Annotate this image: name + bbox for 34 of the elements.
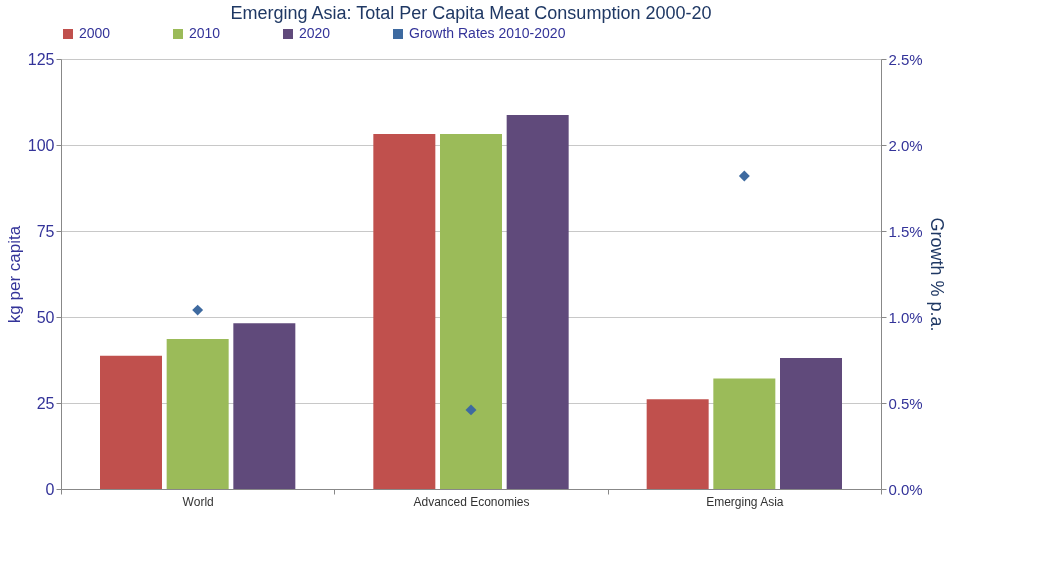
legend-label: 2020 (299, 25, 331, 41)
x-tick-label: World (182, 494, 214, 509)
x-tick-label: Advanced Economies (413, 494, 530, 509)
y-axis-title: kg per capita (4, 225, 24, 324)
y-tick-label: 50 (36, 308, 55, 326)
y2-tick-label: 2.5% (888, 50, 923, 68)
bar (100, 355, 162, 489)
y2-tick-label: 2.0% (888, 136, 923, 154)
point (465, 404, 477, 416)
y-tick-label: 75 (36, 222, 55, 240)
y2-tick-label: 1.0% (888, 308, 923, 326)
bar (233, 323, 296, 489)
bar (780, 357, 842, 489)
bar (646, 399, 709, 489)
y2-axis-title: Growth % p.a. (926, 217, 947, 332)
y2-tick-label: 0.5% (888, 394, 923, 412)
legend-label: Growth Rates 2010-2020 (409, 25, 566, 41)
bar (713, 378, 776, 489)
legend-label: 2010 (189, 25, 221, 41)
bar (166, 339, 229, 489)
bar (440, 133, 502, 489)
chart-title: Emerging Asia: Total Per Capita Meat Consumption 2000-20 (230, 3, 712, 23)
x-tick-label: Emerging Asia (706, 494, 784, 509)
point (192, 304, 204, 316)
y2-tick-label: 0.0% (888, 480, 923, 498)
bar (506, 115, 569, 489)
legend-label: 2000 (79, 25, 111, 41)
y-tick-label: 100 (27, 136, 55, 154)
bar (373, 133, 436, 489)
y-tick-label: 125 (27, 50, 55, 68)
point (738, 170, 750, 182)
y-tick-label: 25 (36, 394, 55, 412)
y2-tick-label: 1.5% (888, 222, 923, 240)
y-tick-label: 0 (45, 480, 55, 498)
